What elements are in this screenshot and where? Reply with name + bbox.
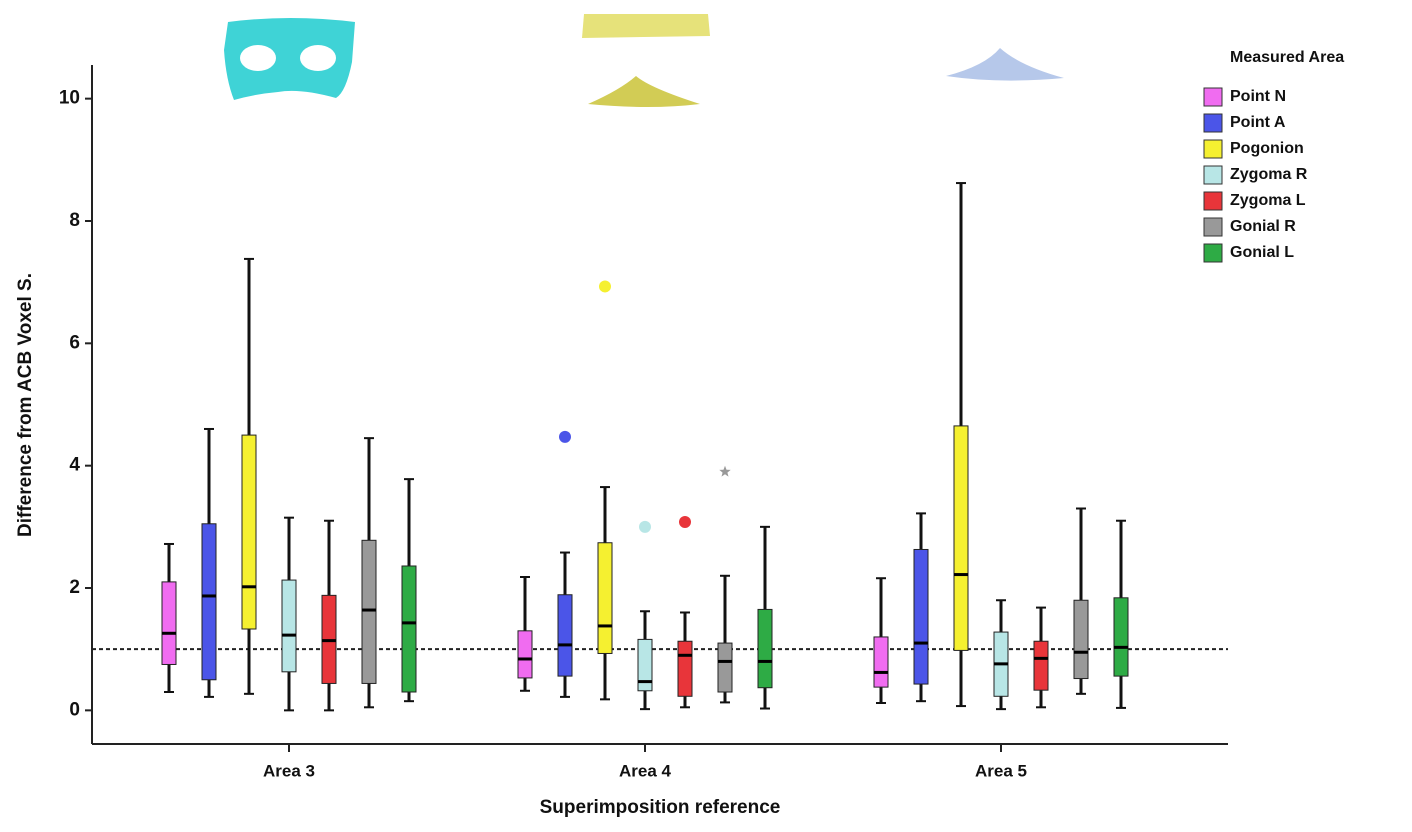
- outlier: [599, 280, 611, 293]
- legend-swatch: [1203, 113, 1223, 133]
- legend-label: Gonial L: [1230, 244, 1294, 261]
- area4-image-top: [582, 14, 710, 38]
- box: [677, 640, 693, 697]
- box: [597, 542, 613, 654]
- x-tick-label: Area 3: [263, 761, 315, 780]
- area5-image: [946, 48, 1064, 81]
- extreme: [719, 465, 731, 477]
- region-images: [224, 14, 1064, 107]
- box: [873, 636, 889, 688]
- area3-image-hole: [240, 45, 276, 71]
- box: [1113, 597, 1129, 677]
- legend-swatch: [1203, 243, 1223, 263]
- y-axis-label: Difference from ACB Voxel S.: [15, 273, 36, 537]
- box: [953, 425, 969, 651]
- legend-title: Measured Area: [1230, 49, 1344, 66]
- box: [637, 638, 653, 692]
- legend-label: Zygoma R: [1230, 166, 1308, 183]
- area3-image: [224, 18, 355, 100]
- box: [281, 579, 297, 673]
- y-tick-label: 6: [69, 332, 80, 353]
- box: [361, 539, 377, 684]
- x-tick-label: Area 5: [975, 761, 1027, 780]
- box: [557, 594, 573, 677]
- area4-image-bottom: [588, 76, 700, 107]
- legend-label: Gonial R: [1230, 218, 1296, 235]
- y-tick-label: 8: [69, 210, 80, 231]
- outlier: [639, 520, 651, 533]
- legend-label: Zygoma L: [1230, 192, 1306, 209]
- x-axis-label: Superimposition reference: [540, 797, 781, 818]
- y-tick-label: 2: [69, 577, 80, 598]
- y-tick-label: 4: [69, 455, 80, 476]
- legend-swatch: [1203, 139, 1223, 159]
- legend-swatch: [1203, 217, 1223, 237]
- legend-label: Point A: [1230, 114, 1286, 131]
- legend-swatch: [1203, 165, 1223, 185]
- x-tick-label: Area 4: [619, 761, 672, 780]
- box: [1033, 640, 1049, 691]
- box: [757, 608, 773, 689]
- box: [241, 434, 257, 630]
- outlier: [559, 430, 571, 443]
- box: [717, 642, 733, 693]
- box: [401, 565, 417, 693]
- box: [161, 581, 177, 665]
- legend-label: Point N: [1230, 88, 1286, 105]
- box: [913, 548, 929, 685]
- y-tick-label: 0: [69, 699, 80, 720]
- box: [517, 630, 533, 679]
- legend-label: Pogonion: [1230, 140, 1304, 157]
- legend-swatch: [1203, 87, 1223, 107]
- outlier: [679, 515, 691, 528]
- box: [1073, 599, 1089, 680]
- box: [201, 523, 217, 681]
- area3-image-hole: [300, 45, 336, 71]
- legend-swatch: [1203, 191, 1223, 211]
- y-tick-label: 10: [59, 88, 80, 109]
